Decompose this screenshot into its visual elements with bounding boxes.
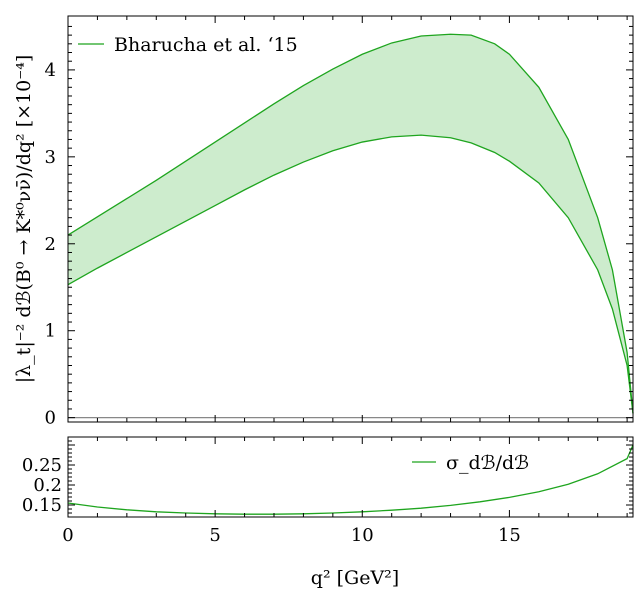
lower-y-tick-label: 0.25 <box>22 455 62 476</box>
upper-frame <box>67 15 634 423</box>
lower-panel: 0.150.20.25 0 5 10 15 σ_dℬ/dℬ q² [GeV²] <box>22 436 634 589</box>
lower-legend-label: σ_dℬ/dℬ <box>446 452 529 474</box>
band-upper-edge <box>67 33 634 414</box>
upper-ticks-group: 0 1 2 3 4 <box>45 16 633 429</box>
upper-band-group <box>67 33 634 419</box>
lower-line-group <box>67 444 634 515</box>
upper-y-axis-label: |λ_t|⁻² dℬ(B⁰ → K*⁰νν̄)/dq² [×10⁻⁴] <box>13 55 35 384</box>
upper-y-tick-label: 2 <box>45 234 56 255</box>
uncertainty-band <box>68 34 633 414</box>
upper-y-tick-label: 4 <box>45 60 56 81</box>
lower-legend: σ_dℬ/dℬ <box>412 452 529 474</box>
relative-uncertainty-line <box>67 444 634 515</box>
band-lower-edge <box>67 134 634 414</box>
lower-y-tick-label: 0.15 <box>22 495 62 516</box>
lower-ticks-group: 0.150.20.25 0 5 10 15 <box>22 437 633 546</box>
upper-y-tick-label: 1 <box>45 321 56 342</box>
x-tick-label: 5 <box>209 525 220 546</box>
x-tick-label: 0 <box>62 525 73 546</box>
upper-y-tick-label: 0 <box>45 408 56 429</box>
x-tick-label: 15 <box>498 525 521 546</box>
upper-panel: 0 1 2 3 4 Bharucha et al. ‘15 |λ_t|⁻² dℬ(B⁰ … <box>13 15 634 429</box>
upper-legend: Bharucha et al. ‘15 <box>78 34 298 56</box>
x-axis-label: q² [GeV²] <box>311 567 399 589</box>
upper-y-tick-label: 3 <box>45 147 56 168</box>
lower-y-tick-label: 0.2 <box>33 475 62 496</box>
upper-legend-label: Bharucha et al. ‘15 <box>114 34 298 56</box>
lower-frame <box>67 436 634 518</box>
x-tick-label: 10 <box>351 525 374 546</box>
